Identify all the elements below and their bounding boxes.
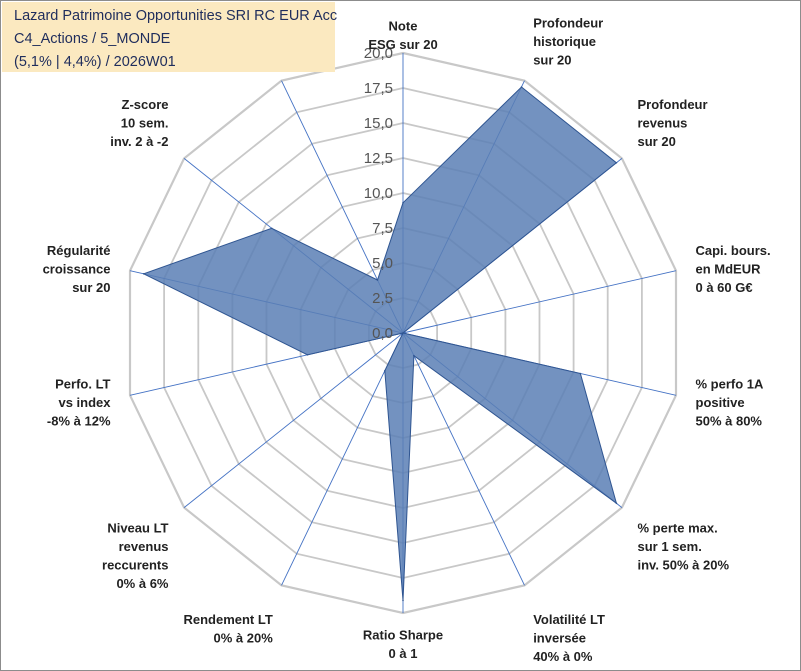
axis-label-line: positive <box>696 395 745 410</box>
data-point <box>384 370 386 372</box>
spoke-line <box>281 332 404 586</box>
axis-label-line: ESG sur 20 <box>368 37 437 52</box>
axis-label-line: % perte max. <box>638 521 718 536</box>
axis-label-line: Profondeur <box>533 16 603 31</box>
data-point <box>520 86 523 88</box>
data-point <box>615 502 618 505</box>
axis-label-line: Volatilité LT <box>533 612 605 627</box>
data-point <box>376 279 379 281</box>
axis-label-line: 10 sem. <box>121 116 169 131</box>
axis-label-line: Capi. bours. <box>696 243 771 258</box>
axis-label-line: 0 à 60 G€ <box>696 280 753 295</box>
spoke-line <box>402 270 677 334</box>
axis-label-line: 40% à 0% <box>533 649 593 664</box>
tick-label: 7,5 <box>372 220 393 237</box>
data-point <box>402 202 404 204</box>
axis-label-line: sur 1 sem. <box>638 539 702 554</box>
axis-label-line: Z-score <box>122 97 169 112</box>
data-point <box>413 354 415 357</box>
data-point <box>615 162 618 164</box>
axis-label-line: vs index <box>58 395 111 410</box>
data-point <box>402 599 404 602</box>
axis-label-line: inv. 2 à -2 <box>110 134 168 149</box>
axis-label-line: croissance <box>43 262 111 277</box>
data-point <box>306 354 309 356</box>
axis-label-line: sur 20 <box>638 134 676 149</box>
axis-label-line: sur 20 <box>72 280 110 295</box>
tick-label: 15,0 <box>364 115 393 132</box>
axis-label-line: Ratio Sharpe <box>363 628 443 643</box>
tick-label: 2,5 <box>372 290 393 307</box>
axis-label-line: Régularité <box>47 243 111 258</box>
tick-label: 12,5 <box>364 150 393 167</box>
fund-performance-week: (5,1% | 4,4%) / 2026W01 <box>14 54 176 70</box>
spoke-line <box>402 332 525 586</box>
data-point <box>579 372 582 375</box>
axis-label-line: inv. 50% à 20% <box>638 558 730 573</box>
tick-label: 20,0 <box>364 45 393 62</box>
axis-label-line: sur 20 <box>533 53 571 68</box>
data-point <box>270 227 273 230</box>
fund-category: C4_Actions / 5_MONDE <box>14 31 171 47</box>
axis-label-line: % perfo 1A <box>696 377 765 392</box>
axis-label-line: Niveau LT <box>107 521 168 536</box>
data-point <box>402 332 404 334</box>
axis-label-line: en MdEUR <box>696 262 762 277</box>
axis-label-line: -8% à 12% <box>47 414 111 429</box>
axis-labels: Note ESG sur 20 Profondeur historique sur 20… <box>43 16 771 664</box>
axis-label-line: 0 à 1 <box>389 646 418 661</box>
tick-label: 10,0 <box>364 185 393 202</box>
axis-label-line: Note <box>389 19 418 34</box>
axis-label-line: 0% à 20% <box>214 630 274 645</box>
tick-label: 0,0 <box>372 325 393 342</box>
axis-label-line: inversée <box>533 630 586 645</box>
fund-title-box: Lazard Patrimoine Opportunities SRI RC E… <box>2 2 338 72</box>
tick-label: 17,5 <box>364 80 393 97</box>
fund-name: Lazard Patrimoine Opportunities SRI RC E… <box>14 8 338 24</box>
series-area <box>142 86 618 602</box>
spoke-line <box>183 332 404 508</box>
axis-label-line: reccurents <box>102 558 168 573</box>
data-point <box>142 273 145 275</box>
axis-label-line: revenus <box>638 116 688 131</box>
axis-label-line: 50% à 80% <box>696 414 763 429</box>
radial-tick-labels: 0,0 2,5 5,0 7,5 10,0 12,5 15,0 17,5 20,0 <box>364 45 393 342</box>
axis-label-line: historique <box>533 34 596 49</box>
axis-label-line: revenus <box>119 539 169 554</box>
axis-label-line: 0% à 6% <box>116 576 168 591</box>
axis-label-line: Perfo. LT <box>55 377 110 392</box>
axis-label-line: Profondeur <box>638 97 708 112</box>
axis-label-line: Rendement LT <box>183 612 272 627</box>
tick-label: 5,0 <box>372 255 393 272</box>
